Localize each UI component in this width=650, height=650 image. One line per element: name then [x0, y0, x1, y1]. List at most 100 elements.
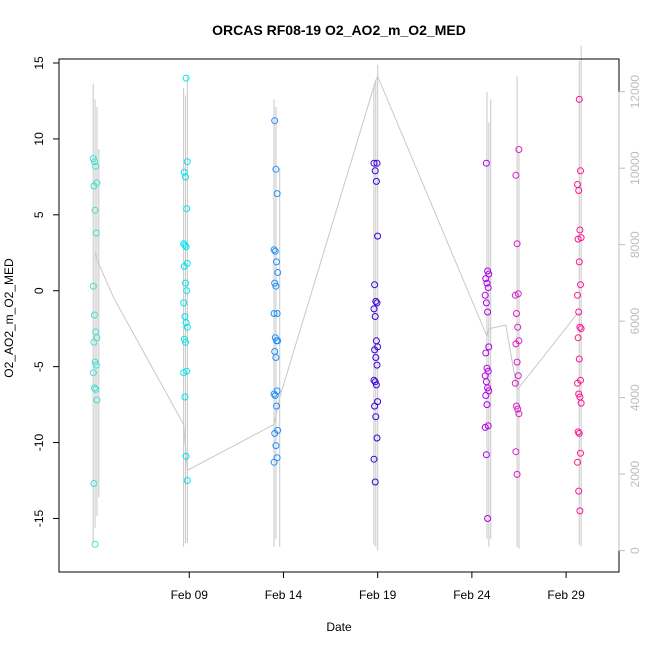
data-point [180, 168, 188, 176]
data-point [575, 95, 583, 103]
data-point [273, 310, 281, 317]
data-point [181, 241, 189, 249]
data-point [183, 158, 191, 166]
data-point [183, 287, 191, 295]
y-tick-label: -15 [32, 509, 46, 527]
data-point [370, 159, 378, 167]
data-point [575, 187, 583, 194]
data-point [183, 205, 191, 213]
y2-tick-label: 10000 [628, 151, 642, 185]
data-point [92, 361, 100, 369]
x-tick-label: Feb 14 [265, 588, 303, 602]
data-point [512, 171, 520, 179]
y-axis-left: -15 -10 -5 0 5 10 15 [32, 56, 60, 527]
data-point [577, 167, 584, 175]
y-tick-label: 0 [32, 287, 46, 294]
data-point [270, 390, 278, 398]
data-point [483, 279, 491, 287]
data-point [370, 455, 378, 463]
y-tick-label: 10 [32, 132, 46, 146]
x-tick-label: Feb 09 [171, 588, 209, 602]
y-tick-label: -10 [32, 434, 46, 452]
data-point [182, 243, 190, 251]
data-point [514, 405, 522, 413]
data-point [482, 392, 490, 399]
data-point [271, 279, 279, 287]
data-point [89, 155, 97, 163]
data-point [271, 348, 279, 355]
data-point [274, 337, 282, 345]
data-point [270, 310, 278, 317]
data-point [575, 429, 583, 437]
data-point [89, 282, 97, 290]
x-axis-label: Date [326, 620, 352, 634]
x-tick-label: Feb 19 [359, 588, 397, 602]
data-point [512, 340, 520, 348]
data-point [484, 284, 492, 292]
y-axis-right: 0 2000 4000 6000 8000 10000 12000 [618, 75, 642, 554]
y2-tick-label: 4000 [628, 384, 642, 411]
data-point [92, 162, 100, 170]
data-point [512, 448, 520, 456]
data-point [575, 308, 583, 316]
data-point [484, 515, 492, 522]
data-point [272, 442, 280, 450]
data-point [481, 291, 489, 299]
data-point [182, 338, 189, 346]
data-point [273, 190, 281, 198]
data-point [89, 369, 97, 377]
data-point [373, 159, 381, 167]
data-point [182, 452, 190, 460]
data-point [91, 384, 98, 392]
data-point [370, 305, 378, 313]
data-point [481, 423, 489, 431]
data-point [574, 235, 582, 243]
data-point [373, 361, 381, 369]
data-point [577, 325, 585, 333]
data-point [371, 378, 379, 386]
y2-tick-label: 2000 [628, 460, 642, 487]
data-point [92, 385, 100, 393]
x-axis: Feb 09 Feb 14 Feb 19 Feb 24 Feb 29 [171, 571, 585, 602]
data-point [272, 165, 280, 173]
data-point [511, 291, 519, 299]
data-point [483, 401, 491, 409]
data-point [482, 299, 490, 307]
data-point [91, 206, 99, 214]
y2-tick-label: 12000 [628, 75, 642, 109]
data-point [513, 470, 521, 478]
data-point [574, 291, 581, 299]
data-point [513, 310, 520, 317]
data-point [274, 269, 282, 276]
data-point [482, 159, 490, 167]
data-point [372, 381, 380, 389]
data-point [515, 410, 523, 418]
data-point [182, 319, 190, 327]
data-point [273, 402, 280, 410]
data-point [271, 117, 279, 125]
y2-tick-label: 6000 [628, 307, 642, 334]
data-point [574, 458, 581, 466]
data-point [482, 349, 490, 357]
data-point [575, 487, 583, 495]
data-point [374, 232, 382, 240]
data-point [182, 173, 189, 181]
data-point [576, 226, 584, 234]
data-point [91, 540, 99, 548]
data-point [484, 308, 492, 316]
data-point [371, 478, 379, 486]
data-point [183, 323, 191, 331]
x-tick-label: Feb 24 [453, 588, 491, 602]
data-point [271, 247, 279, 255]
gray-series-layer [92, 45, 582, 551]
data-point [372, 354, 380, 361]
data-point [93, 396, 101, 404]
data-point [576, 507, 584, 515]
data-point [371, 281, 379, 289]
data-point [513, 358, 521, 366]
data-point [373, 299, 381, 307]
y2-tick-label: 8000 [628, 231, 642, 258]
data-point [574, 428, 582, 436]
y-tick-label: 5 [32, 211, 46, 218]
data-point [180, 262, 188, 270]
